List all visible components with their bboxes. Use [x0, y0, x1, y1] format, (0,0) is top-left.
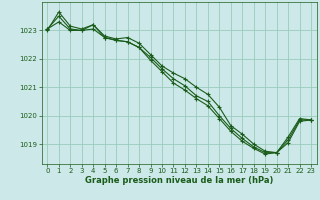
- X-axis label: Graphe pression niveau de la mer (hPa): Graphe pression niveau de la mer (hPa): [85, 176, 273, 185]
